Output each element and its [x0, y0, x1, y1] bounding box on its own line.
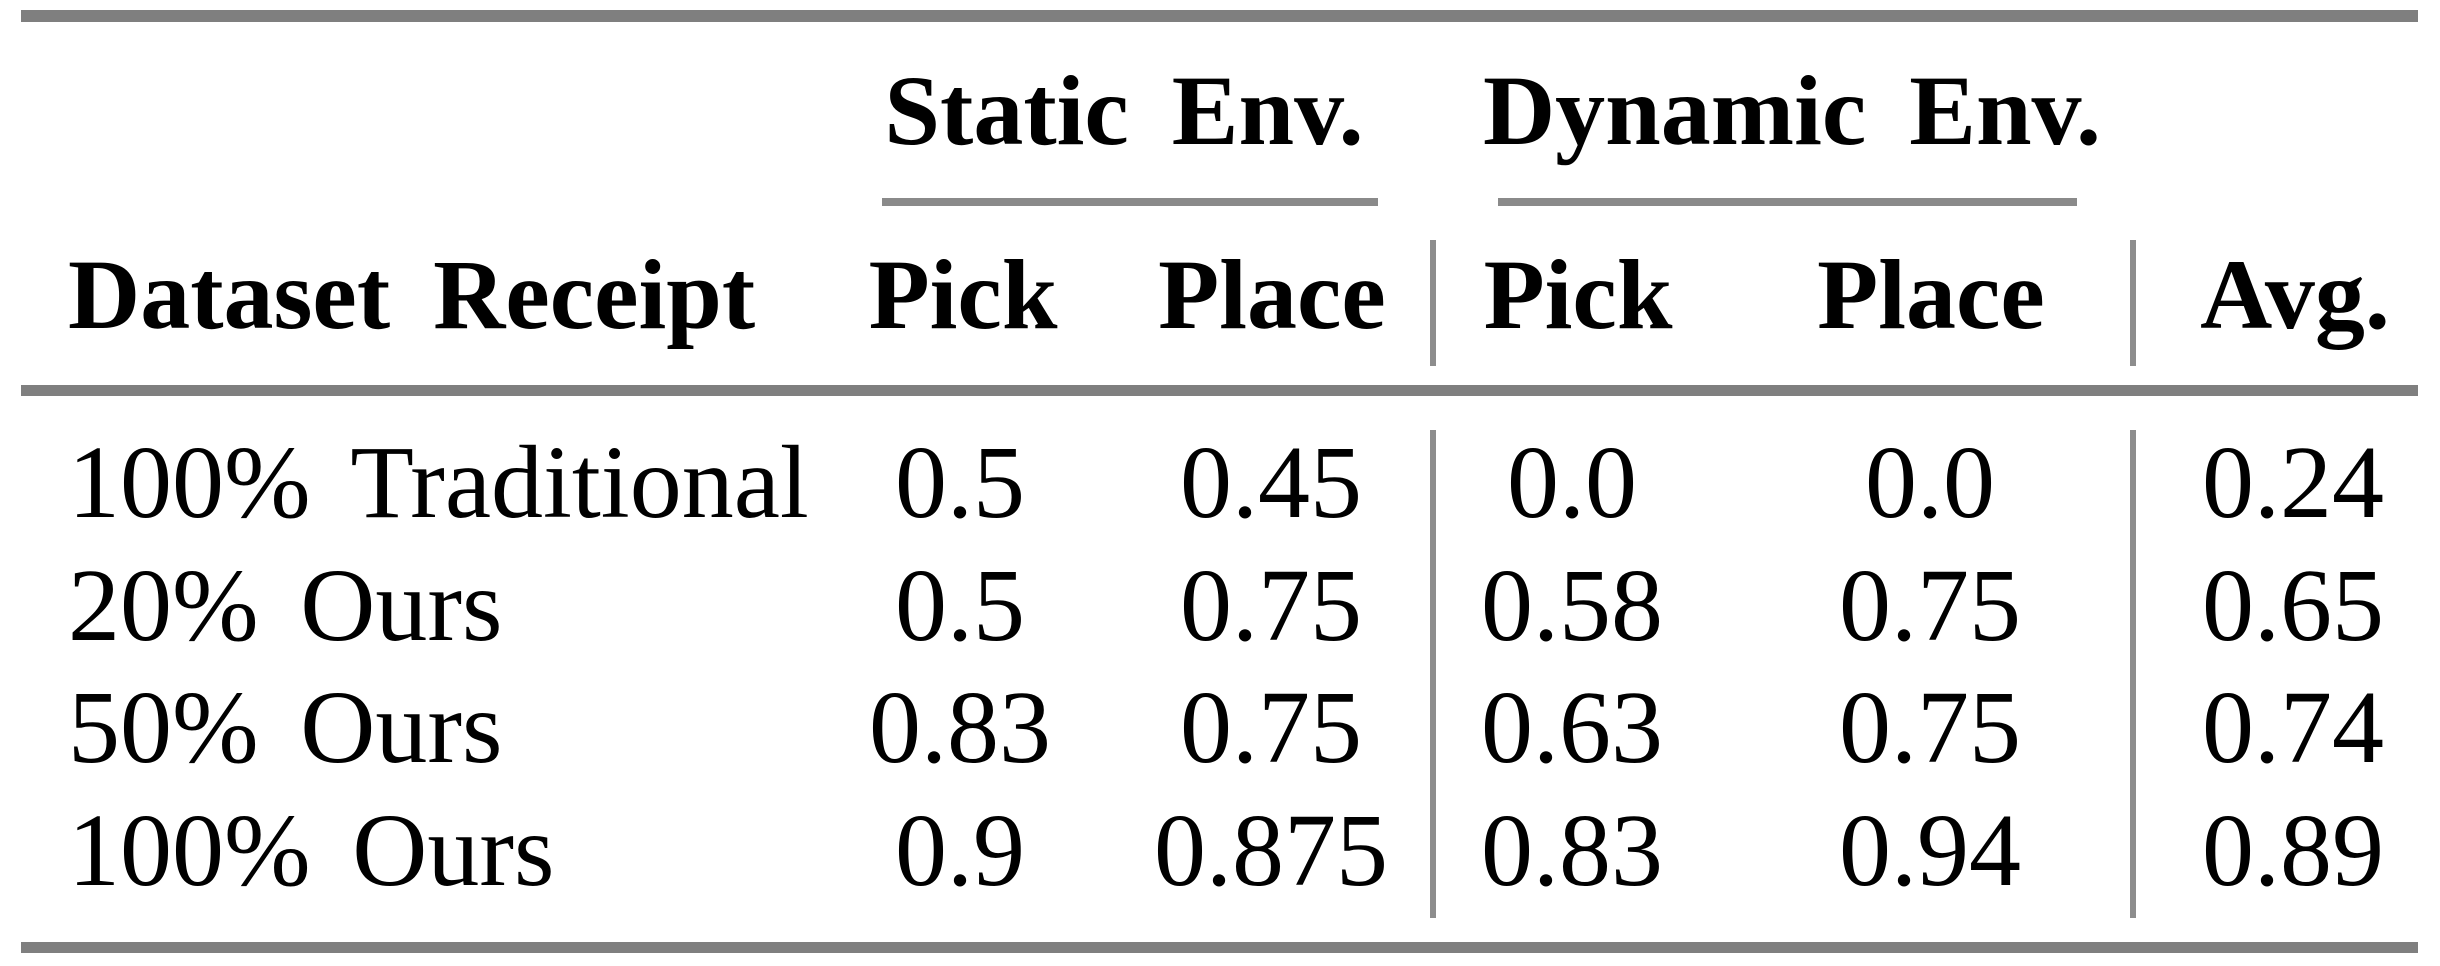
- cell-dynamic-place: 0.75: [1839, 670, 2021, 785]
- cell-avg: 0.65: [2202, 548, 2384, 663]
- static-env-cmidrule: [882, 198, 1378, 206]
- col-header-static-place: Place: [1158, 239, 1386, 350]
- group-header-dynamic-env: Dynamic Env.: [1482, 55, 2102, 166]
- cell-dynamic-place: 0.75: [1839, 548, 2021, 663]
- vertical-separator-1-body: [1430, 430, 1436, 918]
- col-header-avg: Avg.: [2200, 239, 2390, 350]
- row-label: 20% Ours: [68, 548, 503, 663]
- group-header-static-env: Static Env.: [884, 55, 1364, 166]
- cell-dynamic-place: 0.0: [1865, 425, 1995, 540]
- vertical-separator-2-header: [2130, 240, 2136, 366]
- cell-static-pick: 0.9: [895, 793, 1025, 908]
- cell-static-place: 0.75: [1180, 670, 1362, 785]
- cell-dynamic-pick: 0.63: [1481, 670, 1663, 785]
- col-header-dynamic-pick: Pick: [1483, 239, 1673, 350]
- col-header-static-pick: Pick: [868, 239, 1058, 350]
- cell-static-place: 0.75: [1180, 548, 1362, 663]
- bottom-rule: [21, 942, 2418, 953]
- row-label: 100% Ours: [68, 793, 555, 908]
- dynamic-env-cmidrule: [1498, 198, 2077, 206]
- vertical-separator-2-body: [2130, 430, 2136, 918]
- col-header-dynamic-place: Place: [1817, 239, 2045, 350]
- cell-dynamic-pick: 0.83: [1481, 793, 1663, 908]
- cell-static-pick: 0.83: [869, 670, 1051, 785]
- cell-static-place: 0.875: [1154, 793, 1388, 908]
- vertical-separator-1-header: [1430, 240, 1436, 366]
- top-rule: [21, 10, 2418, 22]
- cell-avg: 0.74: [2202, 670, 2384, 785]
- cell-static-place: 0.45: [1180, 425, 1362, 540]
- col-header-dataset-receipt: Dataset Receipt: [68, 239, 756, 350]
- cell-avg: 0.89: [2202, 793, 2384, 908]
- mid-rule: [21, 385, 2418, 396]
- cell-static-pick: 0.5: [895, 425, 1025, 540]
- cell-avg: 0.24: [2202, 425, 2384, 540]
- cell-dynamic-place: 0.94: [1839, 793, 2021, 908]
- row-label: 100% Traditional: [68, 425, 809, 540]
- cell-dynamic-pick: 0.0: [1507, 425, 1637, 540]
- cell-dynamic-pick: 0.58: [1481, 548, 1663, 663]
- cell-static-pick: 0.5: [895, 548, 1025, 663]
- row-label: 50% Ours: [68, 670, 503, 785]
